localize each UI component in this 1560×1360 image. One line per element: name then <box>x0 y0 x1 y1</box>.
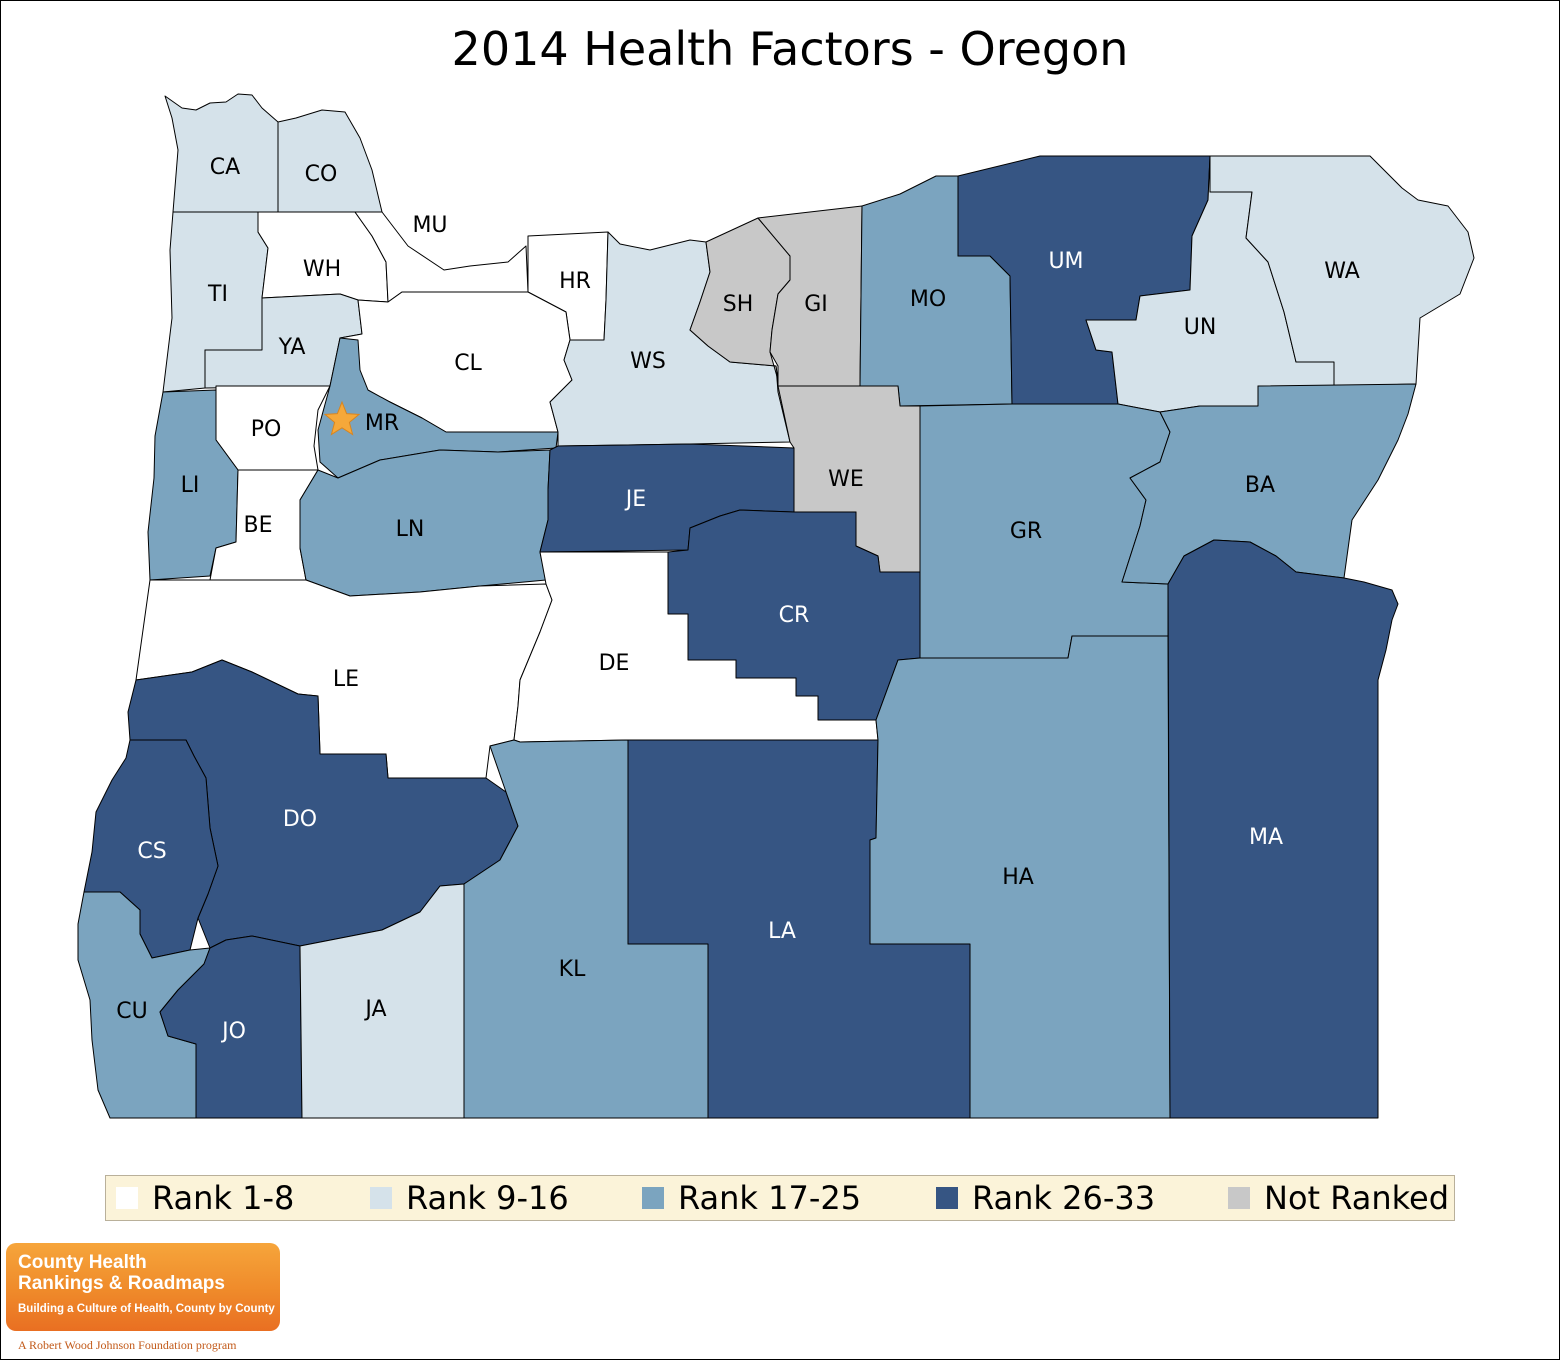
county-label-kl: KL <box>559 957 586 982</box>
county-label-we: WE <box>828 467 864 492</box>
legend-swatch <box>1228 1187 1250 1209</box>
county-label-ha: HA <box>1002 865 1034 890</box>
county-ja <box>299 883 465 1119</box>
county-label-cs: CS <box>137 839 166 864</box>
legend-item-not-ranked: Not Ranked <box>1228 1176 1449 1220</box>
county-label-un: UN <box>1184 315 1217 340</box>
county-jo <box>159 935 303 1119</box>
county-label-be: BE <box>244 513 273 538</box>
legend-swatch <box>936 1187 958 1209</box>
logo-line-2: Rankings & Roadmaps <box>18 1273 225 1294</box>
county-label-do: DO <box>283 807 317 832</box>
county-label-li: LI <box>181 473 200 498</box>
star-icon <box>323 400 361 436</box>
map-legend: Rank 1-8 Rank 9-16 Rank 17-25 Rank 26-33 Not… <box>105 1175 1455 1221</box>
county-label-sh: SH <box>723 292 754 317</box>
legend-label: Rank 26-33 <box>972 1179 1156 1217</box>
legend-item-rank-9-16: Rank 9-16 <box>370 1176 569 1220</box>
county-label-mu: MU <box>412 213 447 238</box>
county-ws <box>549 231 791 447</box>
county-label-gr: GR <box>1010 519 1042 544</box>
county-label-cu: CU <box>116 999 147 1024</box>
legend-item-rank-26-33: Rank 26-33 <box>936 1176 1155 1220</box>
county-health-rankings-logo: County Health Rankings & Roadmaps Buildi… <box>6 1243 280 1331</box>
county-label-le: LE <box>333 667 359 692</box>
county-label-ja: JA <box>363 997 386 1022</box>
legend-swatch <box>370 1187 392 1209</box>
legend-swatch <box>642 1187 664 1209</box>
county-label-ln: LN <box>396 517 425 542</box>
county-label-la: LA <box>768 919 796 944</box>
county-ha <box>869 635 1171 1119</box>
county-de <box>513 551 879 743</box>
county-label-wa: WA <box>1324 259 1360 284</box>
county-label-ma: MA <box>1249 825 1283 850</box>
legend-label: Rank 9-16 <box>406 1179 569 1217</box>
county-label-mo: MO <box>910 287 946 312</box>
legend-item-rank-17-25: Rank 17-25 <box>642 1176 861 1220</box>
logo-line-1: County Health <box>18 1252 147 1273</box>
legend-label: Not Ranked <box>1264 1179 1450 1217</box>
county-mu <box>354 211 529 303</box>
legend-label: Rank 1-8 <box>152 1179 295 1217</box>
county-ca <box>164 93 279 213</box>
county-label-jo: JO <box>220 1019 246 1044</box>
county-gr <box>919 403 1171 659</box>
county-label-gi: GI <box>804 292 828 317</box>
county-label-ti: TI <box>207 282 228 307</box>
legend-label: Rank 17-25 <box>678 1179 862 1217</box>
county-label-um: UM <box>1048 249 1083 274</box>
legend-swatch <box>116 1187 138 1209</box>
logo-tagline: Building a Culture of Health, County by … <box>18 1303 275 1315</box>
map-title: 2014 Health Factors - Oregon <box>451 22 1129 76</box>
county-label-ya: YA <box>278 335 306 360</box>
county-label-ws: WS <box>630 349 666 374</box>
county-ma <box>1167 539 1399 1119</box>
county-label-hr: HR <box>559 269 591 294</box>
county-label-po: PO <box>251 417 282 442</box>
county-label-cl: CL <box>454 351 482 376</box>
county-co <box>277 109 383 213</box>
county-label-de: DE <box>599 651 630 676</box>
legend-item-rank-1-8: Rank 1-8 <box>116 1176 294 1220</box>
county-label-ca: CA <box>210 155 240 180</box>
county-label-je: JE <box>624 487 646 512</box>
county-label-cr: CR <box>779 603 810 628</box>
county-label-mr: MR <box>365 411 399 436</box>
county-label-ba: BA <box>1245 473 1275 498</box>
footer-credit: A Robert Wood Johnson Foundation program <box>18 1338 237 1352</box>
county-label-wh: WH <box>303 257 341 282</box>
county-label-co: CO <box>305 162 338 187</box>
